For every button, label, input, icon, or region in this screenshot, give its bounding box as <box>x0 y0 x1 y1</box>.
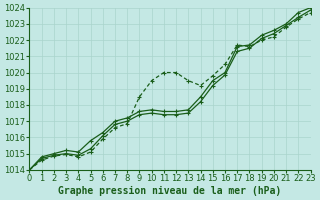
X-axis label: Graphe pression niveau de la mer (hPa): Graphe pression niveau de la mer (hPa) <box>58 186 282 196</box>
